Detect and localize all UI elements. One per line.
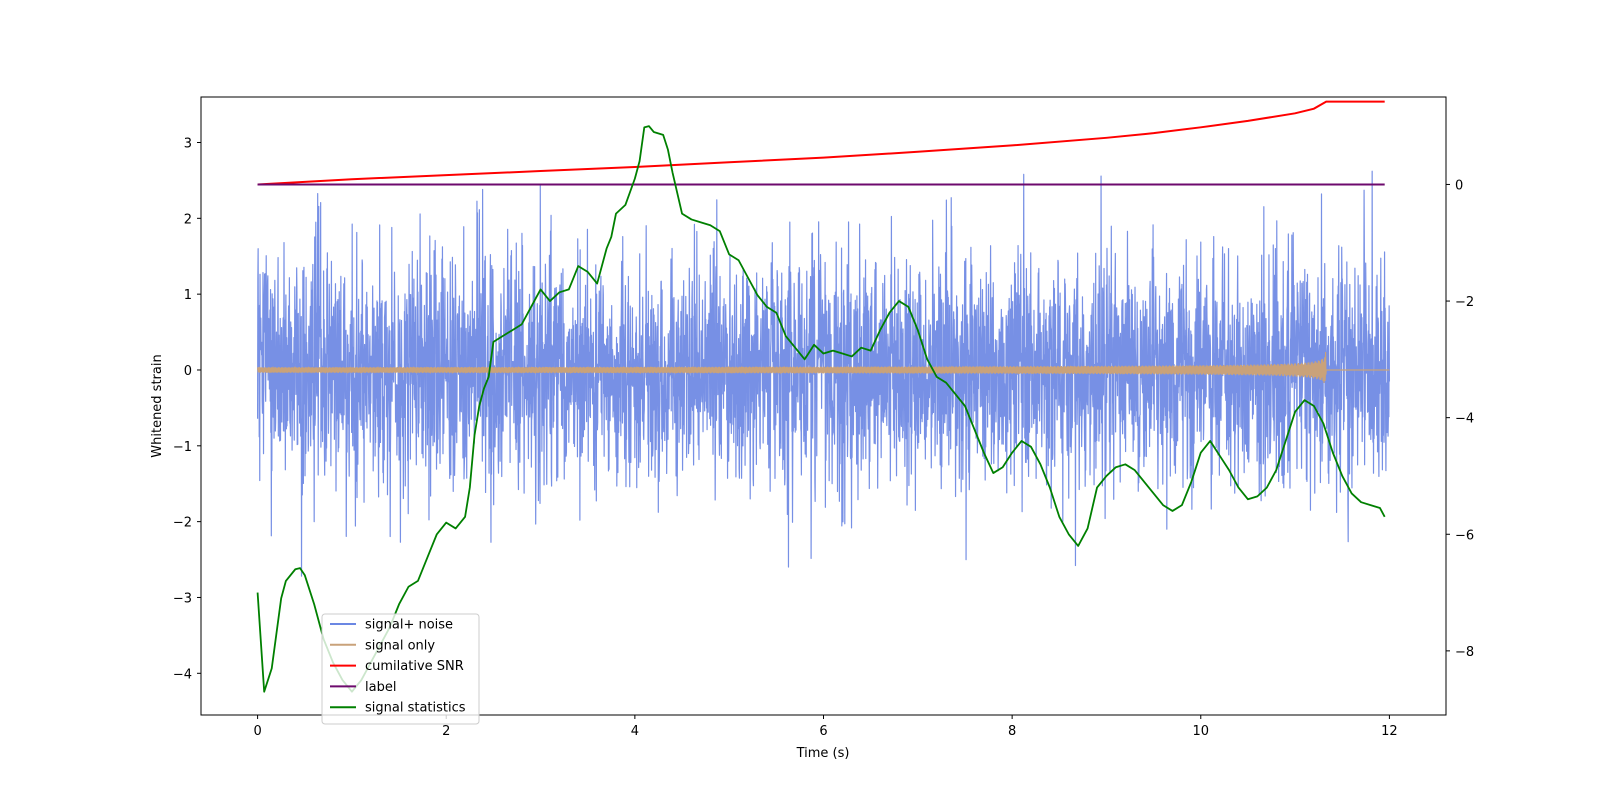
x-tick-label: 6 xyxy=(819,724,827,739)
y-tick-label: −2 xyxy=(173,516,192,531)
legend-label-signal-only: signal only xyxy=(365,638,435,653)
legend: signal+ noise signal only cumilative SNR la… xyxy=(321,613,480,725)
x-tick-label: 4 xyxy=(631,724,639,739)
x-axis-label: Time (s) xyxy=(796,746,850,761)
legend-label-label: label xyxy=(365,680,396,695)
y2-tick-label: −8 xyxy=(1455,645,1474,660)
legend-box xyxy=(321,613,480,725)
series-signal-only-line xyxy=(256,352,1390,383)
y2-tick-label: −6 xyxy=(1455,528,1474,543)
y-tick-label: 0 xyxy=(184,364,192,379)
x-tick-label: 10 xyxy=(1192,724,1209,739)
y2-tick-label: 0 xyxy=(1455,178,1463,193)
x-tick-label: 2 xyxy=(442,724,450,739)
series-cumulative-snr-line xyxy=(257,100,1385,186)
y2-tick-label: −2 xyxy=(1455,295,1474,310)
x-tick-label: 12 xyxy=(1381,724,1398,739)
series-signal-statistics-line xyxy=(256,125,1386,693)
y-tick-label: −1 xyxy=(173,440,192,455)
y-axis-label: Whitened strain xyxy=(150,354,165,457)
y-tick-label: 3 xyxy=(184,136,192,151)
y-tick-label: −4 xyxy=(173,667,192,682)
legend-label-signal-noise: signal+ noise xyxy=(365,618,453,633)
y2-tick-label: −4 xyxy=(1455,412,1474,427)
y-tick-label: −3 xyxy=(173,591,192,606)
x-tick-label: 0 xyxy=(253,724,261,739)
y-tick-label: 1 xyxy=(184,288,192,303)
x-tick-label: 8 xyxy=(1008,724,1016,739)
legend-label-signal-statistics: signal statistics xyxy=(365,701,466,716)
y-tick-label: 2 xyxy=(184,212,192,227)
legend-label-cumilative-snr: cumilative SNR xyxy=(365,659,464,674)
